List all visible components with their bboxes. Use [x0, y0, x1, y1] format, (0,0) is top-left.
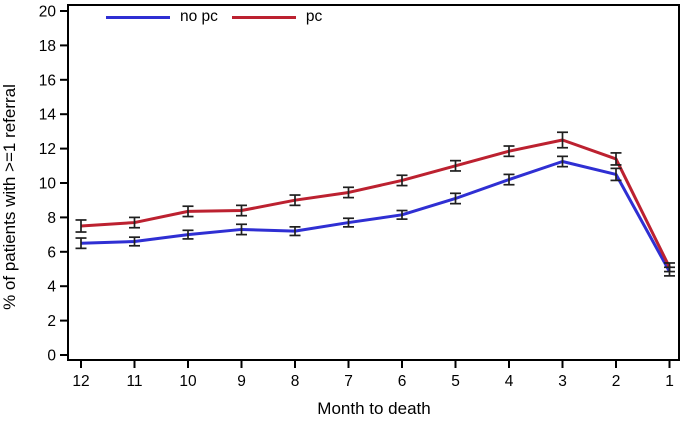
- error-bars-no-pc: [75, 155, 675, 277]
- svg-text:8: 8: [47, 210, 56, 227]
- svg-text:2: 2: [47, 313, 56, 330]
- svg-text:7: 7: [344, 373, 353, 390]
- series-no-pc: [80, 160, 671, 273]
- svg-text:2: 2: [612, 373, 621, 390]
- x-axis-ticks: 12 11 10 9 8 7 6 5 4 3 2 1: [72, 360, 674, 390]
- svg-text:9: 9: [237, 373, 246, 390]
- svg-text:16: 16: [39, 72, 56, 89]
- legend-item-no-pc: no pc: [106, 9, 218, 25]
- y-axis-ticks: 0 2 4 6 8 10 12 14 16 18 20: [39, 4, 68, 365]
- svg-text:1: 1: [665, 373, 674, 390]
- svg-text:12: 12: [39, 141, 56, 158]
- svg-text:4: 4: [505, 373, 514, 390]
- svg-text:20: 20: [39, 4, 57, 21]
- svg-text:5: 5: [451, 373, 460, 390]
- y-axis-title: % of patients with >=1 referral: [0, 84, 19, 310]
- error-bars-pc: [75, 131, 675, 273]
- svg-text:6: 6: [47, 244, 56, 261]
- svg-text:4: 4: [47, 279, 56, 296]
- series-pc: [80, 138, 671, 268]
- legend-item-pc: pc: [231, 8, 323, 25]
- svg-text:12: 12: [72, 373, 89, 390]
- legend-label: no pc: [180, 8, 218, 25]
- svg-text:11: 11: [126, 373, 142, 390]
- legend-label: pc: [305, 8, 323, 25]
- x-axis-title: Month to death: [317, 399, 430, 418]
- svg-text:18: 18: [39, 38, 56, 55]
- svg-text:6: 6: [398, 373, 407, 390]
- svg-text:10: 10: [179, 373, 197, 390]
- chart-legend: no pc pc: [106, 9, 322, 25]
- legend-swatch: [106, 15, 170, 19]
- svg-text:3: 3: [558, 373, 567, 390]
- plot-frame: [67, 4, 680, 361]
- legend-swatch: [231, 15, 296, 19]
- svg-text:0: 0: [47, 348, 56, 365]
- svg-text:10: 10: [39, 176, 57, 193]
- svg-text:14: 14: [39, 107, 57, 124]
- svg-text:8: 8: [291, 373, 300, 390]
